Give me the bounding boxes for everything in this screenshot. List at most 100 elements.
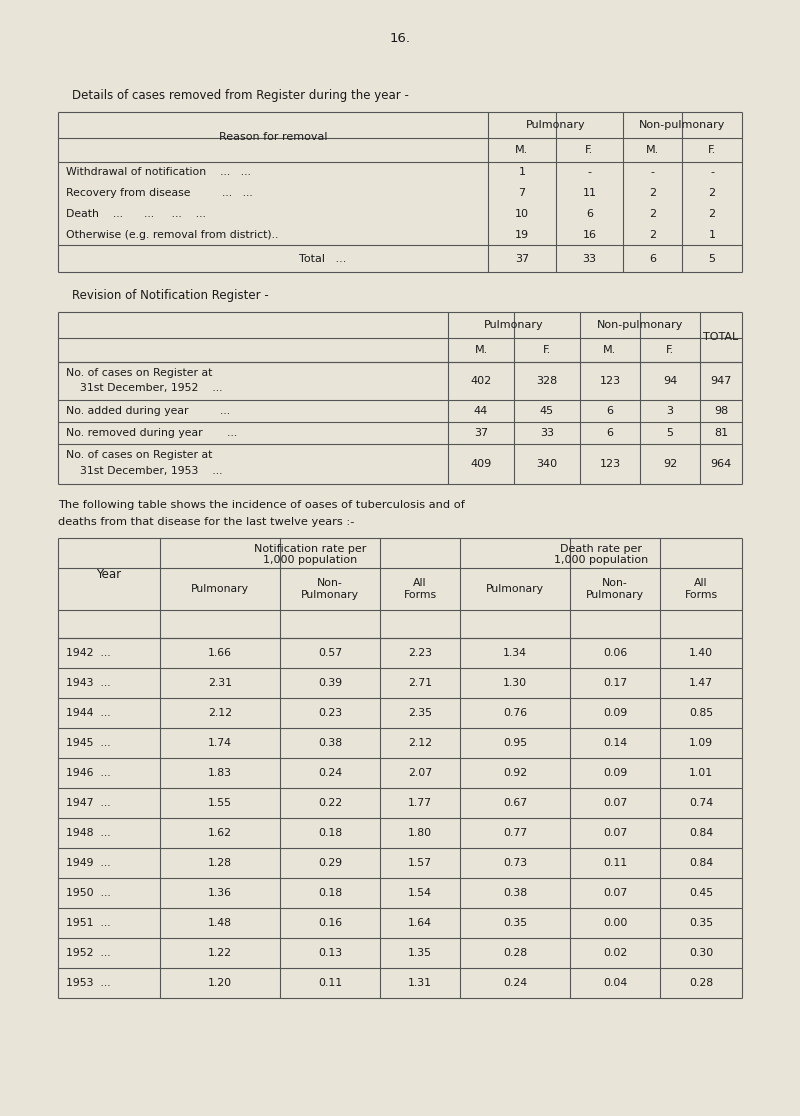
Text: Death rate per: Death rate per: [560, 543, 642, 554]
Text: 0.38: 0.38: [503, 888, 527, 898]
Text: 0.00: 0.00: [603, 918, 627, 929]
Text: Non-
Pulmonary: Non- Pulmonary: [301, 578, 359, 600]
Text: 1: 1: [518, 167, 526, 177]
Text: 0.85: 0.85: [689, 708, 713, 718]
Text: No. removed during year       ...: No. removed during year ...: [66, 429, 238, 437]
Text: -: -: [710, 167, 714, 177]
Text: 1945  ...: 1945 ...: [66, 738, 110, 748]
Text: 1.01: 1.01: [689, 768, 713, 778]
Text: 0.92: 0.92: [503, 768, 527, 778]
Text: 37: 37: [515, 253, 529, 263]
Text: 0.38: 0.38: [318, 738, 342, 748]
Text: Year: Year: [97, 568, 122, 580]
Text: No. of cases on Register at: No. of cases on Register at: [66, 450, 212, 460]
Text: 33: 33: [582, 253, 597, 263]
Text: 0.45: 0.45: [689, 888, 713, 898]
Text: 1.30: 1.30: [503, 679, 527, 687]
Text: 964: 964: [710, 459, 732, 469]
Text: 2.31: 2.31: [208, 679, 232, 687]
Text: 0.35: 0.35: [689, 918, 713, 929]
Text: 1.40: 1.40: [689, 648, 713, 658]
Text: 1.35: 1.35: [408, 947, 432, 958]
Text: Details of cases removed from Register during the year -: Details of cases removed from Register d…: [72, 88, 409, 102]
Text: 0.11: 0.11: [603, 858, 627, 868]
Text: 1951  ...: 1951 ...: [66, 918, 110, 929]
Text: 0.39: 0.39: [318, 679, 342, 687]
Text: 1.66: 1.66: [208, 648, 232, 658]
Text: 1.48: 1.48: [208, 918, 232, 929]
Text: 6: 6: [606, 429, 614, 437]
Text: 11: 11: [582, 189, 597, 199]
Text: 6: 6: [586, 209, 593, 219]
Text: 1.55: 1.55: [208, 798, 232, 808]
Text: 0.07: 0.07: [603, 798, 627, 808]
Text: 92: 92: [663, 459, 677, 469]
Text: 0.11: 0.11: [318, 978, 342, 988]
Text: The following table shows the incidence of oases of tuberculosis and of: The following table shows the incidence …: [58, 500, 465, 510]
Text: 1.47: 1.47: [689, 679, 713, 687]
Text: 2: 2: [649, 209, 656, 219]
Text: 0.09: 0.09: [603, 768, 627, 778]
Text: 1.20: 1.20: [208, 978, 232, 988]
Text: 0.30: 0.30: [689, 947, 713, 958]
Text: 409: 409: [470, 459, 492, 469]
Text: 2.23: 2.23: [408, 648, 432, 658]
Text: 0.18: 0.18: [318, 888, 342, 898]
Text: 1,000 population: 1,000 population: [554, 555, 648, 565]
Text: 1,000 population: 1,000 population: [263, 555, 357, 565]
Text: F.: F.: [708, 145, 716, 155]
Text: Notification rate per: Notification rate per: [254, 543, 366, 554]
Text: 1949  ...: 1949 ...: [66, 858, 110, 868]
Text: deaths from that disease for the last twelve years :-: deaths from that disease for the last tw…: [58, 517, 354, 527]
Text: 1.77: 1.77: [408, 798, 432, 808]
Text: 16.: 16.: [390, 31, 410, 45]
Text: 10: 10: [515, 209, 529, 219]
Text: 44: 44: [474, 406, 488, 416]
Text: All
Forms: All Forms: [685, 578, 718, 600]
Text: Revision of Notification Register -: Revision of Notification Register -: [72, 289, 269, 301]
Text: 123: 123: [599, 459, 621, 469]
Text: M.: M.: [603, 345, 617, 355]
Text: 1.57: 1.57: [408, 858, 432, 868]
Text: 2.12: 2.12: [208, 708, 232, 718]
Text: 0.24: 0.24: [503, 978, 527, 988]
Text: 340: 340: [537, 459, 558, 469]
Text: 45: 45: [540, 406, 554, 416]
Text: 31st December, 1952    ...: 31st December, 1952 ...: [66, 383, 222, 393]
Text: Pulmonary: Pulmonary: [484, 320, 544, 330]
Text: 1953  ...: 1953 ...: [66, 978, 110, 988]
Text: 1.54: 1.54: [408, 888, 432, 898]
Text: F.: F.: [586, 145, 594, 155]
Text: 6: 6: [649, 253, 656, 263]
Text: 0.67: 0.67: [503, 798, 527, 808]
Text: 94: 94: [663, 376, 677, 386]
Text: 0.29: 0.29: [318, 858, 342, 868]
Text: Pulmonary: Pulmonary: [526, 121, 586, 129]
Text: 5: 5: [666, 429, 674, 437]
Text: Pulmonary: Pulmonary: [191, 584, 249, 594]
Text: No. of cases on Register at: No. of cases on Register at: [66, 367, 212, 377]
Text: 3: 3: [666, 406, 674, 416]
Text: 0.04: 0.04: [603, 978, 627, 988]
Text: 7: 7: [518, 189, 526, 199]
Text: 0.07: 0.07: [603, 888, 627, 898]
Text: Otherwise (e.g. removal from district)..: Otherwise (e.g. removal from district)..: [66, 230, 278, 240]
Text: 1.64: 1.64: [408, 918, 432, 929]
Text: 0.76: 0.76: [503, 708, 527, 718]
Text: Pulmonary: Pulmonary: [486, 584, 544, 594]
Text: 0.22: 0.22: [318, 798, 342, 808]
Text: 1948  ...: 1948 ...: [66, 828, 110, 838]
Text: F.: F.: [543, 345, 551, 355]
Text: M.: M.: [515, 145, 529, 155]
Text: M.: M.: [474, 345, 488, 355]
Text: 1.74: 1.74: [208, 738, 232, 748]
Text: 1952  ...: 1952 ...: [66, 947, 110, 958]
Text: 0.09: 0.09: [603, 708, 627, 718]
Text: 0.07: 0.07: [603, 828, 627, 838]
Text: Non-pulmonary: Non-pulmonary: [639, 121, 726, 129]
Text: 37: 37: [474, 429, 488, 437]
Text: 0.28: 0.28: [689, 978, 713, 988]
Text: 0.06: 0.06: [603, 648, 627, 658]
Text: 0.17: 0.17: [603, 679, 627, 687]
Text: 2.12: 2.12: [408, 738, 432, 748]
